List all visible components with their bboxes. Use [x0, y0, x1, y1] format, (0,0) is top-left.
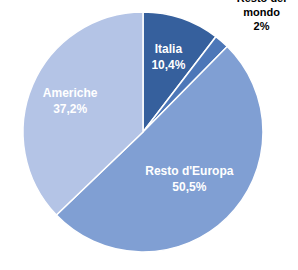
label-line: Italia	[155, 42, 183, 56]
label-line: 37,2%	[53, 102, 87, 116]
data-label: 50,5%	[172, 180, 206, 194]
slices	[23, 12, 263, 252]
label-line: 2%	[254, 20, 270, 32]
slice-label: Resto d'Europa	[145, 164, 234, 178]
label-line: 10,4%	[151, 58, 185, 72]
slice-label: Americhe	[43, 86, 98, 100]
label-line: 50,5%	[172, 180, 206, 194]
slice-label: Italia	[155, 42, 183, 56]
label-line: Americhe	[43, 86, 98, 100]
label-line: Resto d'Europa	[145, 164, 234, 178]
label-line: Resto del	[237, 0, 287, 4]
pie-slice	[23, 12, 143, 215]
label-line: mondo	[243, 6, 280, 18]
labels: Italia 10,4% Resto del mondo 2% Resto d'Europ…	[43, 0, 286, 194]
data-label: 37,2%	[53, 102, 87, 116]
data-label: 10,4%	[151, 58, 185, 72]
chart: Italia 10,4% Resto del mondo 2% Resto d'Europ…	[0, 0, 298, 270]
slice-label: Resto del mondo	[237, 0, 287, 18]
data-label: 2%	[254, 20, 270, 32]
